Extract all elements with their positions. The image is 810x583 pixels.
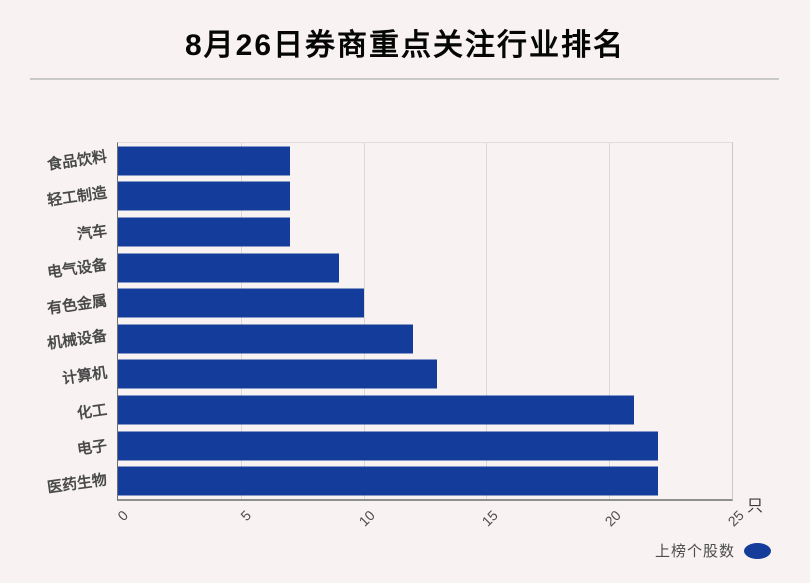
bar (118, 324, 413, 354)
bar (118, 253, 340, 283)
x-tick-label: 15 (478, 507, 501, 530)
x-tick-label: 0 (114, 507, 132, 524)
y-axis-label: 电子 (76, 437, 109, 459)
y-axis-label: 有色金属 (46, 291, 109, 318)
y-axis-label: 汽车 (76, 222, 109, 244)
x-axis-unit-label: 只 (747, 498, 764, 515)
gridline (363, 143, 365, 499)
y-axis-label: 轻工制造 (46, 184, 109, 210)
gridline (240, 143, 242, 499)
y-axis-label: 食品饮料 (46, 148, 109, 174)
bar (118, 359, 438, 389)
legend: 上榜个股数 (655, 540, 771, 561)
x-tick-label: 5 (237, 507, 255, 524)
bar (118, 431, 659, 461)
y-axis-label: 计算机 (61, 364, 109, 388)
chart-title: 8月26日券商重点关注行业排名 (184, 29, 626, 62)
bar (118, 395, 634, 425)
bar (118, 466, 659, 496)
legend-marker-ellipse-icon (744, 542, 771, 559)
bar (118, 146, 290, 176)
y-axis-labels: 食品饮料轻工制造汽车电气设备有色金属机械设备计算机化工电子医药生物 (0, 142, 111, 501)
bar (118, 288, 364, 318)
y-axis-label: 化工 (76, 401, 109, 423)
y-axis-label: 医药生物 (46, 471, 109, 497)
x-tick-label: 20 (601, 507, 625, 530)
gridline (486, 143, 488, 499)
gridline (609, 143, 611, 499)
x-tick-label: 10 (355, 507, 378, 530)
plot-area (117, 142, 733, 501)
y-axis-label: 机械设备 (46, 327, 109, 354)
x-tick-label: 25 (724, 507, 748, 530)
title-divider (30, 78, 779, 80)
bar (118, 181, 290, 211)
x-axis-ticks: 0 5 10 15 20 25 (114, 502, 747, 542)
bar (118, 217, 290, 247)
legend-label: 上榜个股数 (654, 543, 735, 560)
y-axis-label: 电气设备 (46, 256, 109, 282)
